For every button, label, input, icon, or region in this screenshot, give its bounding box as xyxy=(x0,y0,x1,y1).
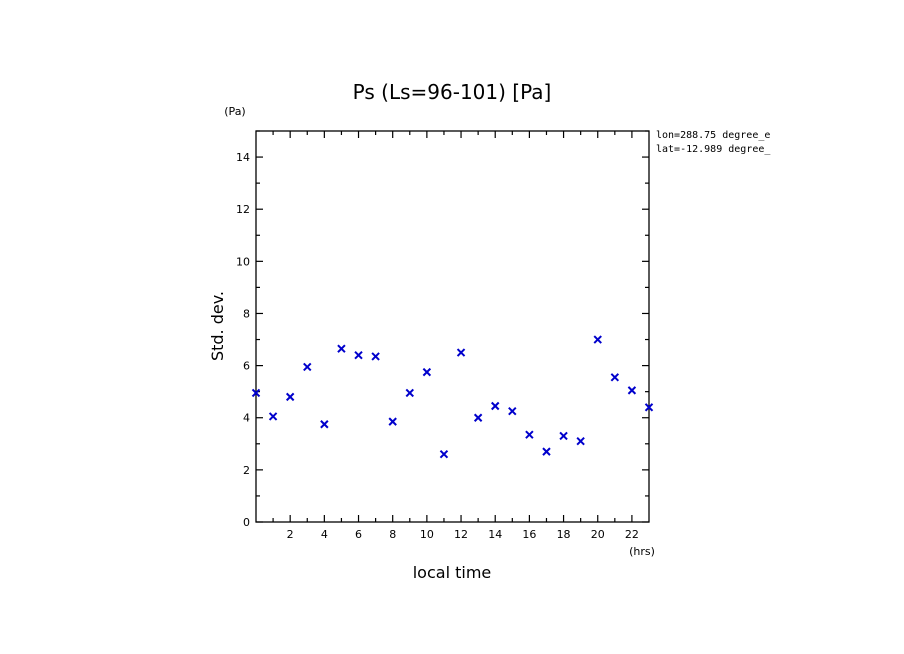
data-point xyxy=(303,362,312,372)
x-tick-label: 12 xyxy=(454,528,468,541)
y-tick-label: 6 xyxy=(243,360,250,373)
data-point xyxy=(525,430,534,439)
y-tick-label: 14 xyxy=(236,151,250,164)
data-point xyxy=(593,335,602,344)
x-unit-label: (hrs) xyxy=(629,545,655,558)
data-point xyxy=(610,373,620,382)
y-tick-label: 8 xyxy=(243,307,250,320)
data-point xyxy=(559,431,568,441)
data-point xyxy=(627,386,637,395)
data-point xyxy=(337,344,346,353)
data-point xyxy=(405,388,414,398)
x-tick-label: 16 xyxy=(522,528,536,541)
data-point xyxy=(491,401,500,411)
x-tick-label: 8 xyxy=(389,528,396,541)
data-point xyxy=(422,367,432,377)
y-tick-label: 0 xyxy=(243,516,250,529)
y-tick-label: 4 xyxy=(243,412,250,425)
y-axis-label: Std. dev. xyxy=(208,291,227,361)
x-tick-label: 6 xyxy=(355,528,362,541)
chart-title: Ps (Ls=96-101) [Pa] xyxy=(353,80,552,104)
y-tick-label: 12 xyxy=(236,203,250,216)
x-tick-label: 10 xyxy=(420,528,434,541)
x-tick-label: 14 xyxy=(488,528,502,541)
data-point xyxy=(388,417,397,426)
y-tick-label: 2 xyxy=(243,464,250,477)
data-point xyxy=(439,450,449,459)
marks-layer xyxy=(251,335,654,459)
data-point xyxy=(251,388,261,398)
data-point xyxy=(354,350,363,360)
data-point xyxy=(456,348,466,357)
y-tick-label: 10 xyxy=(236,255,250,268)
x-tick-label: 22 xyxy=(625,528,639,541)
data-point xyxy=(268,412,278,421)
data-point xyxy=(576,436,585,446)
x-tick-label: 4 xyxy=(321,528,328,541)
x-tick-label: 20 xyxy=(591,528,605,541)
x-tick-label: 18 xyxy=(557,528,571,541)
data-point xyxy=(473,413,483,422)
annotation-lon: lon=288.75 degree_e xyxy=(656,130,770,141)
annotation-lat: lat=-12.989 degree_ xyxy=(656,144,771,155)
data-point xyxy=(542,447,551,456)
data-point xyxy=(371,352,380,361)
data-point xyxy=(285,392,295,402)
y-unit-label: (Pa) xyxy=(224,105,245,118)
axes-layer: 0 2 4 6 8 10 12 14 2 4 6 8 10 12 14 16 18 20 22 xyxy=(236,130,649,541)
data-point xyxy=(508,407,517,416)
x-tick-label: 2 xyxy=(287,528,294,541)
plot-frame xyxy=(255,130,650,523)
data-point xyxy=(320,420,329,429)
data-point xyxy=(644,403,654,412)
x-axis-label: local time xyxy=(413,563,492,582)
